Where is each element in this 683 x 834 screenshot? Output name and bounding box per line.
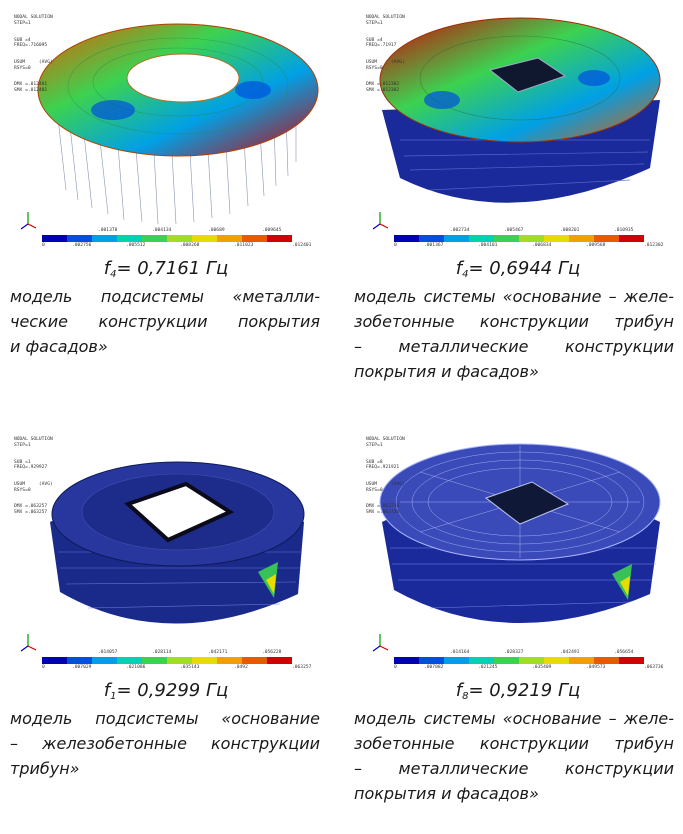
colorbar-bottom-labels-3: 0 .007029 .021086 .035143 .0492 .063257 [42,665,312,670]
colorbar-2 [394,235,644,242]
simulation-image-2: NODAL SOLUTION STEP=1 SUB =4 FREQ=.71917 U… [360,0,676,250]
colorbar-bottom-labels-2: 0 .001367 .004101 .006834 .009568 .01230… [394,243,664,248]
stadium-mode-shape-2 [372,17,661,230]
colorbar-top-labels-3: .014057 .028114 .042171 .056228 [98,650,282,655]
nodal-solution-header-4: NODAL SOLUTION STEP=1 SUB =8 FREQ=.921921 … [366,437,405,515]
frequency-label-2: f4= 0,6944 Гц [455,258,581,280]
axis-triad-icon [372,212,389,230]
colorbar-3 [42,657,292,664]
stadium-mode-shape-3 [20,461,305,652]
colorbar-bottom-labels-1: 0 .002756 .005512 .008268 .011023 .01240… [42,243,312,248]
axis-triad-icon [20,212,37,230]
simulation-image-3: NODAL SOLUTION STEP=1 SUB =1 FREQ=.929927 … [8,422,324,672]
caption-4: модель системы «основание – желе- зобето… [354,709,674,803]
colorbar-top-labels-2: .002734 .005467 .008201 .010935 [450,228,634,233]
frequency-label-3: f1= 0,9299 Гц [103,680,229,702]
axis-triad-icon [20,634,37,652]
figure-panel-1: NODAL SOLUTION STEP=1 SUB =4 FREQ=.716095 … [8,0,324,400]
frequency-label-1: f4= 0,7161 Гц [103,258,229,280]
colorbar-4 [394,657,644,664]
nodal-solution-header-1: NODAL SOLUTION STEP=1 SUB =4 FREQ=.716095 … [14,15,53,93]
figure-panel-3: NODAL SOLUTION STEP=1 SUB =1 FREQ=.929927 … [8,422,324,822]
frequency-label-4: f8= 0,9219 Гц [455,680,581,702]
colorbar-top-labels-4: .014164 .028327 .042491 .056654 [450,650,634,655]
figure-panel-4: NODAL SOLUTION STEP=1 SUB =8 FREQ=.921921 … [354,422,676,834]
nodal-solution-header-2: NODAL SOLUTION STEP=1 SUB =4 FREQ=.71917 U… [366,15,405,93]
simulation-image-4: NODAL SOLUTION STEP=1 SUB =8 FREQ=.921921 … [360,422,676,672]
colorbar-1 [42,235,292,242]
axis-triad-icon [372,634,389,652]
figure-panel-2: NODAL SOLUTION STEP=1 SUB =4 FREQ=.71917 U… [354,0,676,420]
stadium-mode-shape-4 [372,443,661,652]
colorbar-top-labels-1: .001378 .004134 .00689 .009645 [98,228,282,233]
caption-2: модель системы «основание – желе- зобето… [354,287,674,381]
nodal-solution-header-3: NODAL SOLUTION STEP=1 SUB =1 FREQ=.929927 … [14,437,53,515]
caption-1: модель подсистемы «металли- ческие конст… [10,287,320,356]
caption-3: модель подсистемы «основание – железобет… [10,709,320,778]
simulation-image-1: NODAL SOLUTION STEP=1 SUB =4 FREQ=.716095 … [8,0,324,250]
stadium-mode-shape-1 [20,23,319,230]
colorbar-bottom-labels-4: 0 .007082 .021245 .035409 .049573 .06373… [394,665,664,670]
